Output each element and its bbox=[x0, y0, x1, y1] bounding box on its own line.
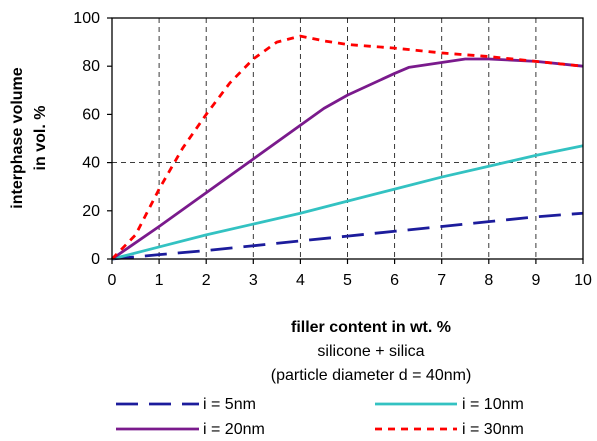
y-axis-title-line-2: in vol. % bbox=[32, 106, 49, 171]
series-line-3 bbox=[110, 34, 584, 260]
y-tick-label: 0 bbox=[91, 251, 100, 268]
x-tick-label: 5 bbox=[343, 272, 352, 289]
x-tick-label: 9 bbox=[531, 272, 540, 289]
legend-label-5nm: i = 5nm bbox=[203, 396, 256, 413]
y-tick-label: 80 bbox=[82, 58, 100, 75]
legend: i = 5nm i = 10nm i = 20nm i = 30nm bbox=[116, 396, 524, 438]
x-tick-label: 10 bbox=[574, 272, 592, 289]
series-line-1 bbox=[111, 144, 584, 261]
grid-lines bbox=[112, 18, 583, 259]
x-tick-label: 0 bbox=[108, 272, 117, 289]
caption-line-1: silicone + silica bbox=[317, 343, 424, 360]
x-tick-label: 7 bbox=[437, 272, 446, 289]
x-tick-label: 4 bbox=[296, 272, 305, 289]
legend-item-5nm: i = 5nm bbox=[116, 396, 256, 413]
x-axis-title: filler content in wt. % bbox=[291, 319, 451, 336]
x-tick-label: 8 bbox=[484, 272, 493, 289]
y-axis-title-line-1: interphase volume bbox=[9, 67, 26, 208]
x-tick-label: 3 bbox=[249, 272, 258, 289]
legend-item-30nm: i = 30nm bbox=[375, 421, 524, 438]
y-tick-label: 60 bbox=[82, 106, 100, 123]
legend-label-30nm: i = 30nm bbox=[462, 421, 524, 438]
caption-line-2: (particle diameter d = 40nm) bbox=[271, 367, 472, 384]
series-line-0 bbox=[111, 211, 584, 261]
y-tick-label: 100 bbox=[73, 10, 100, 27]
legend-label-20nm: i = 20nm bbox=[203, 421, 265, 438]
y-tick-label: 20 bbox=[82, 203, 100, 220]
y-tick-label: 40 bbox=[82, 155, 100, 172]
legend-label-10nm: i = 10nm bbox=[462, 396, 524, 413]
x-tick-label: 6 bbox=[390, 272, 399, 289]
legend-item-20nm: i = 20nm bbox=[116, 421, 265, 438]
x-tick-label: 1 bbox=[155, 272, 164, 289]
data-series bbox=[110, 34, 584, 261]
series-line-2 bbox=[111, 57, 584, 261]
legend-item-10nm: i = 10nm bbox=[375, 396, 524, 413]
x-tick-label: 2 bbox=[202, 272, 211, 289]
